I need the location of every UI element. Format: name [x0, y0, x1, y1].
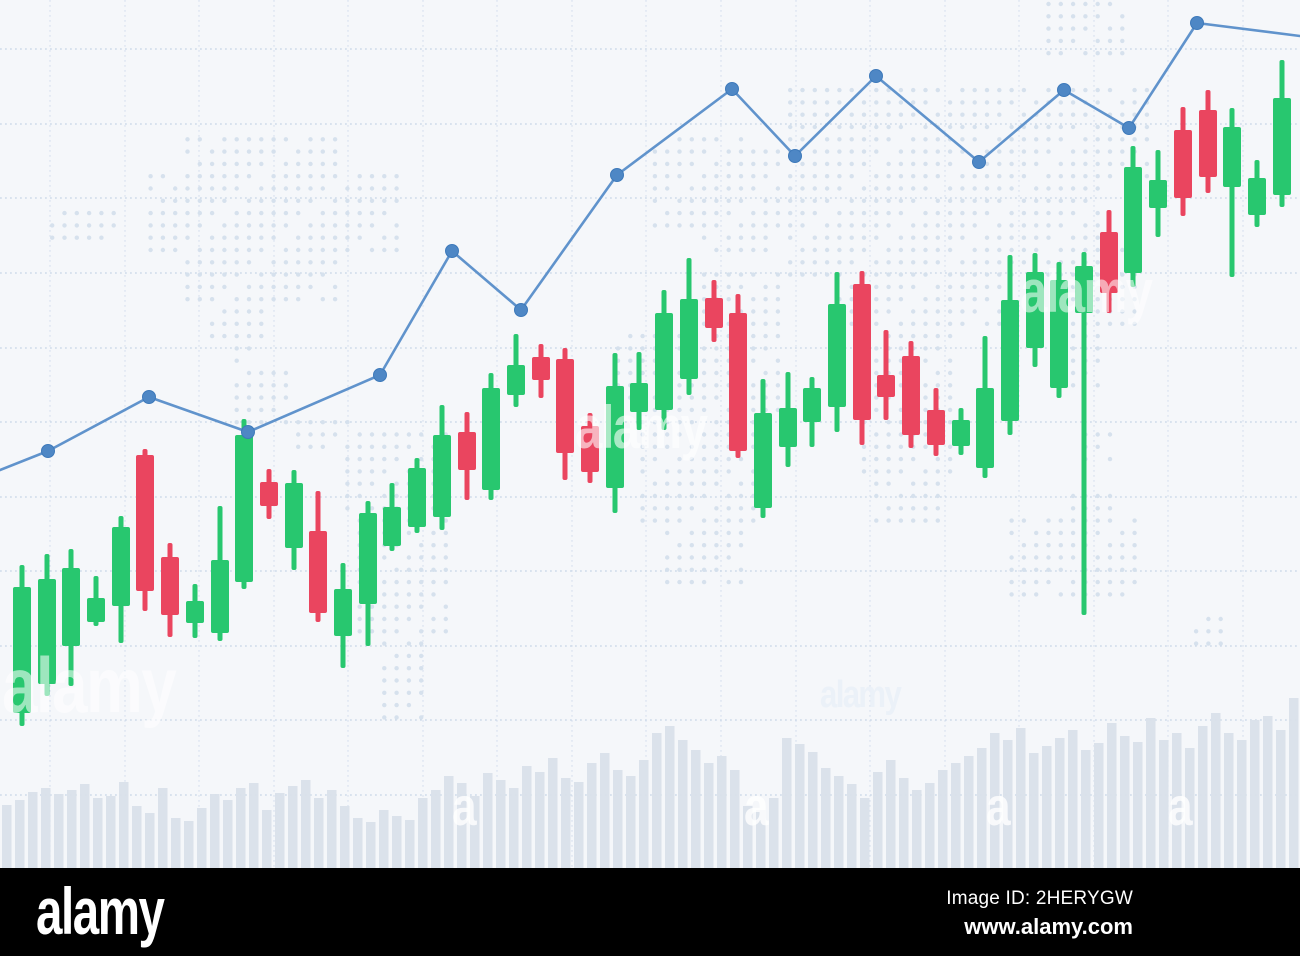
alamy-logo: alamy — [36, 874, 165, 948]
alamy-watermark-bar: alamy Image ID: 2HERYGW www.alamy.com — [0, 868, 1300, 956]
line-series-layer — [0, 16, 1300, 472]
grid-layer — [0, 0, 1300, 868]
alamy-url-text: www.alamy.com — [964, 914, 1133, 939]
image-credit-block: Image ID: 2HERYGW www.alamy.com — [946, 888, 1133, 940]
market-chart-svg — [0, 0, 1300, 868]
image-id-text: Image ID: 2HERYGW — [946, 888, 1133, 909]
candlestick-layer — [13, 60, 1291, 726]
volume-bars-layer — [2, 698, 1299, 868]
